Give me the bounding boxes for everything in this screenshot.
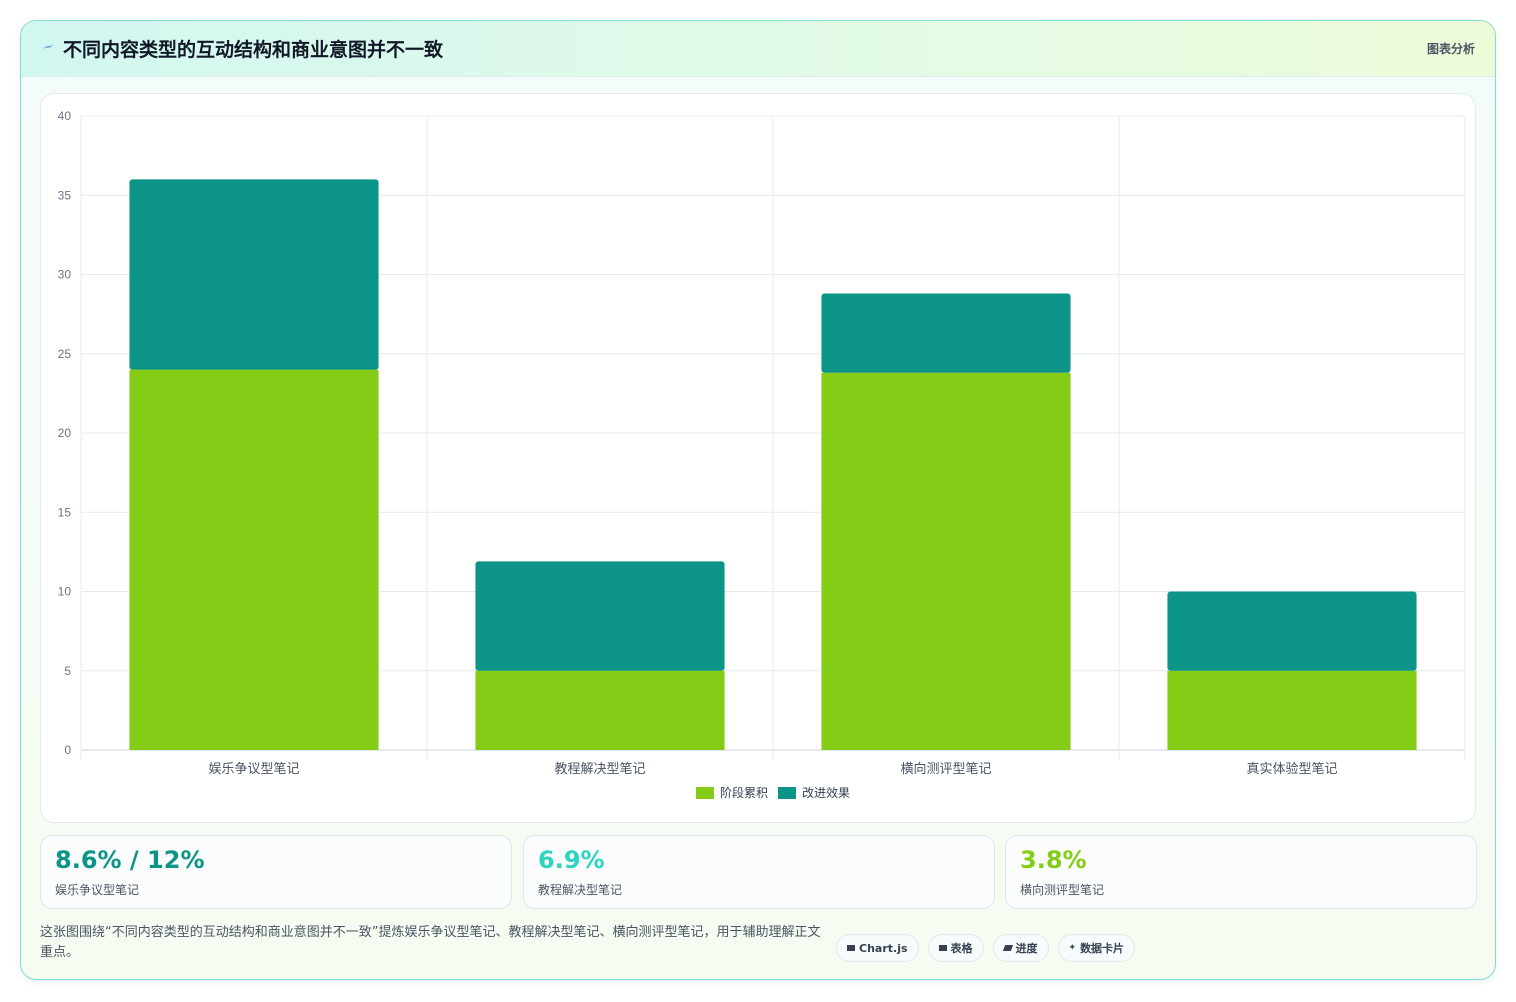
stat-card-review: 3.8% 横向测评型笔记 <box>1005 835 1477 909</box>
stat-value: 6.9% <box>538 846 605 874</box>
chip-data-card[interactable]: ✦ 数据卡片 <box>1057 934 1136 962</box>
chip-label: Chart.js <box>859 941 908 955</box>
x-tick-label: 娱乐争议型笔记 <box>208 761 299 777</box>
chart-panel: 0 5 10 15 20 25 30 35 40 娱乐争议型笔记 教程解决型笔记 横向测评型笔记 真实体… <box>40 93 1476 823</box>
y-tick-label: 15 <box>58 505 72 519</box>
chip-label: 数据卡片 <box>1080 942 1125 955</box>
y-tick-label: 40 <box>58 109 72 123</box>
y-tick-label: 10 <box>58 585 72 599</box>
bar-stage-cumulative <box>475 670 725 750</box>
bar-stage-cumulative <box>821 372 1071 750</box>
legend-swatch <box>778 787 796 799</box>
sparkle-icon: ✦ <box>1068 943 1077 953</box>
chart-analysis-tag: 图表分析 <box>1426 42 1475 56</box>
x-tick-label: 真实体验型笔记 <box>1246 761 1337 777</box>
card-header: 不同内容类型的互动结构和商业意图并不一致 图表分析 <box>21 21 1495 77</box>
bar-improvement-effect <box>821 293 1071 373</box>
legend-label: 阶段累积 <box>720 785 768 800</box>
legend-swatch <box>696 787 714 799</box>
y-tick-label: 30 <box>58 268 72 282</box>
progress-icon <box>1002 945 1013 951</box>
chart-title: 不同内容类型的互动结构和商业意图并不一致 <box>63 39 444 61</box>
chip-label: 表格 <box>950 942 973 955</box>
stacked-bar-chart: 0 5 10 15 20 25 30 35 40 娱乐争议型笔记 教程解决型笔记 横向测评型笔记 真实体… <box>58 109 1466 800</box>
bar-stage-cumulative <box>129 369 379 750</box>
sparkle-icon <box>42 44 54 49</box>
y-tick-label: 0 <box>64 743 71 757</box>
feature-chips: Chart.js 表格 进度 ✦ 数据卡片 <box>836 934 1136 962</box>
y-tick-label: 25 <box>58 347 72 361</box>
bar-stage-cumulative <box>1167 670 1417 750</box>
bar-improvement-effect <box>129 179 379 370</box>
chip-progress[interactable]: 进度 <box>992 934 1049 962</box>
bar-improvement-effect <box>475 561 725 671</box>
chart-caption: 这张图围绕“不同内容类型的互动结构和商业意图并不一致”提炼娱乐争议型笔记、教程解… <box>40 925 821 960</box>
stat-label: 教程解决型笔记 <box>538 883 623 897</box>
x-tick-label: 横向测评型笔记 <box>900 761 991 777</box>
stat-card-entertainment: 8.6% / 12% 娱乐争议型笔记 <box>40 835 512 909</box>
stat-label: 横向测评型笔记 <box>1020 883 1105 897</box>
stat-label: 娱乐争议型笔记 <box>55 883 140 897</box>
x-tick-label: 教程解决型笔记 <box>554 761 645 777</box>
stat-value: 8.6% / 12% <box>55 846 205 874</box>
legend-label: 改进效果 <box>802 785 850 800</box>
chip-chartjs[interactable]: Chart.js <box>836 934 919 962</box>
chart-icon <box>847 945 855 951</box>
chart-card: 不同内容类型的互动结构和商业意图并不一致 图表分析 0 5 10 15 20 25 30 35… <box>20 20 1496 980</box>
chip-label: 进度 <box>1015 942 1038 955</box>
chip-table[interactable]: 表格 <box>927 934 984 962</box>
stat-value: 3.8% <box>1020 846 1087 874</box>
table-icon <box>938 945 947 951</box>
bar-improvement-effect <box>1167 591 1417 671</box>
stat-card-tutorial: 6.9% 教程解决型笔记 <box>523 835 995 909</box>
y-tick-label: 35 <box>58 188 72 202</box>
y-tick-label: 5 <box>64 664 71 678</box>
y-tick-label: 20 <box>58 426 72 440</box>
